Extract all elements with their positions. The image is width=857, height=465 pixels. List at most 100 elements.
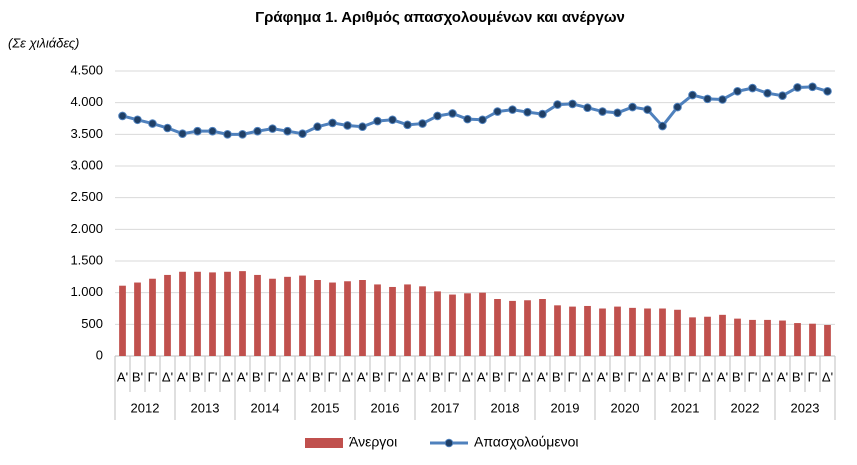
line-marker [328,118,337,128]
x-tick-label: Β' [552,369,563,384]
x-tick-label: Β' [312,369,323,384]
legend-label: Απασχολούμενοι [474,434,578,450]
line-marker [418,119,427,128]
bar [794,323,801,356]
x-tick-label: Γ' [568,369,578,384]
x-tick-label: Γ' [688,369,698,384]
bar [434,291,441,356]
line-marker [658,121,667,131]
bar [719,314,726,356]
x-tick-label: Β' [132,369,143,384]
line-marker [313,122,322,132]
year-label: 2021 [671,400,700,415]
x-tick-label: Α' [537,369,548,384]
line-marker [508,105,517,114]
x-tick-label: Α' [297,369,308,384]
line-marker [223,130,232,139]
y-tick-label: 4.000 [70,94,103,109]
bar [704,316,711,356]
x-tick-label: Β' [192,369,203,384]
x-tick-label: Β' [492,369,503,384]
year-label: 2017 [431,400,460,415]
bar [149,278,156,356]
line-marker [793,83,802,92]
x-tick-label: Γ' [748,369,758,384]
line-marker [448,109,457,118]
x-tick-label: Β' [732,369,743,384]
line-marker [823,86,832,96]
line-marker [598,107,607,116]
bar [494,299,501,356]
bar [764,319,771,356]
x-tick-label: Δ' [702,369,713,384]
y-tick-label: 4.500 [70,62,103,77]
line-marker [718,95,727,104]
x-tick-label: Γ' [808,369,818,384]
bar [539,299,546,356]
x-tick-label: Γ' [508,369,518,384]
x-tick-label: Α' [117,369,128,384]
line-marker [463,114,472,124]
line-marker [643,105,652,114]
year-label: 2018 [491,400,520,415]
bar [119,285,126,356]
x-tick-label: Α' [477,369,488,384]
x-tick-label: Β' [432,369,443,384]
legend-marker [444,438,454,448]
y-tick-label: 500 [81,316,103,331]
line-marker [283,126,292,136]
x-tick-label: Δ' [402,369,413,384]
bar [404,284,411,356]
line-marker [478,115,487,125]
bar [269,278,276,356]
line [122,85,828,136]
year-label: 2014 [251,400,280,415]
bar [644,308,651,356]
bar [734,318,741,356]
bar [224,271,231,356]
bar [344,281,351,356]
line-marker [688,90,697,100]
bar [809,323,816,356]
bar [464,293,471,356]
bar [674,309,681,356]
x-tick-label: Α' [357,369,368,384]
x-tick-label: Β' [372,369,383,384]
x-tick-label: Β' [612,369,623,384]
year-label: 2016 [371,400,400,415]
line-marker [358,122,367,132]
line-marker [583,103,592,113]
line-marker [523,107,532,117]
bar [374,284,381,356]
bar [584,305,591,356]
bar [629,307,636,356]
y-tick-label: 2.000 [70,221,103,236]
line-marker [703,94,712,104]
x-tick-label: Α' [717,369,728,384]
bar [239,271,246,356]
x-tick-label: Δ' [282,369,293,384]
legend-label: Άνεργοι [349,434,397,450]
year-label: 2019 [551,400,580,415]
line-marker [763,88,772,98]
x-tick-label: Γ' [268,369,278,384]
line-marker [133,115,142,125]
line-marker [538,109,547,119]
bar [449,294,456,356]
bar [419,286,426,356]
x-tick-label: Β' [792,369,803,384]
y-tick-label: 3.500 [70,126,103,141]
line-marker [238,130,247,139]
line-marker [148,119,157,128]
y-tick-label: 1.000 [70,284,103,299]
line-marker [298,129,307,138]
x-tick-label: Β' [252,369,263,384]
x-tick-label: Δ' [462,369,473,384]
bar [134,282,141,356]
x-tick-label: Δ' [642,369,653,384]
line-marker [433,111,442,121]
year-label: 2023 [791,400,820,415]
x-tick-label: Γ' [448,369,458,384]
bar [329,282,336,356]
